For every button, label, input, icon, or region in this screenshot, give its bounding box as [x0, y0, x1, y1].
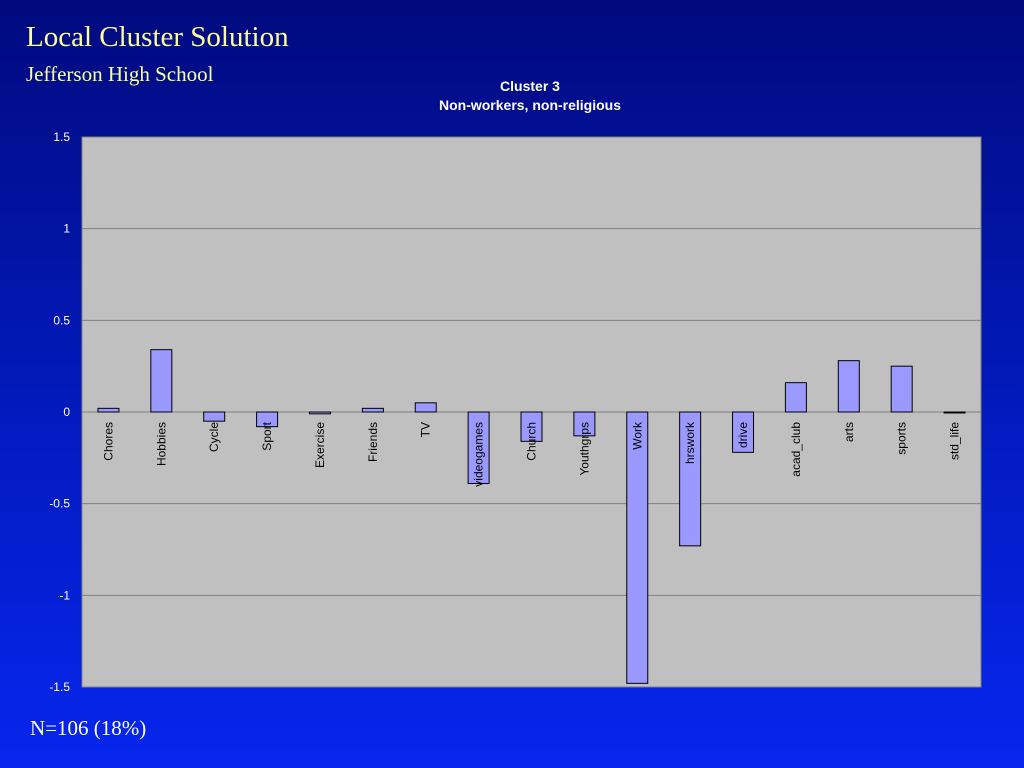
- bar: [308, 411, 331, 415]
- x-category-label: arts: [842, 422, 856, 442]
- bar: [943, 411, 966, 414]
- bar: [784, 382, 807, 413]
- bar: [626, 411, 649, 684]
- x-category-label: std_life: [948, 422, 962, 460]
- x-category-label: hrswork: [683, 421, 697, 464]
- bar: [732, 411, 755, 453]
- x-category-label: Hobbies: [154, 422, 168, 466]
- bar: [573, 411, 596, 437]
- x-category-label: Cycle: [207, 422, 221, 452]
- x-category-label: drive: [736, 422, 750, 448]
- bar: [203, 411, 226, 422]
- sample-size-note: N=106 (18%): [30, 716, 147, 740]
- bar: [414, 402, 437, 413]
- y-tick-label: 1: [63, 222, 70, 236]
- x-category-label: videogames: [472, 422, 486, 487]
- y-tick-label: -0.5: [49, 497, 70, 511]
- y-tick-label: 0: [63, 405, 70, 419]
- x-category-label: Friends: [366, 422, 380, 462]
- bar: [467, 411, 490, 484]
- x-category-label: Church: [525, 422, 539, 461]
- slide-subtitle: Jefferson High School: [26, 62, 214, 86]
- chart-title: Cluster 3: [500, 78, 560, 94]
- bar: [361, 407, 384, 413]
- y-tick-label: -1: [59, 588, 70, 602]
- y-tick-label: 1.5: [53, 130, 70, 144]
- bar: [256, 411, 279, 428]
- y-tick-label: -1.5: [49, 680, 70, 694]
- x-category-label: Chores: [101, 422, 115, 461]
- slide-title: Local Cluster Solution: [26, 21, 289, 53]
- chart-subtitle: Non-workers, non-religious: [438, 97, 621, 113]
- x-category-label: Work: [630, 421, 644, 450]
- x-category-label: Exercise: [313, 422, 327, 468]
- y-tick-label: 0.5: [53, 313, 70, 327]
- x-category-label: sports: [895, 422, 909, 455]
- bar: [520, 411, 543, 442]
- bar: [890, 365, 913, 413]
- bar: [679, 411, 702, 547]
- x-category-label: Youthgrps: [577, 422, 591, 476]
- bar: [97, 407, 120, 413]
- bar: [150, 349, 173, 413]
- x-category-label: acad_club: [789, 422, 803, 477]
- x-category-label: Sport: [260, 421, 274, 450]
- bar: [837, 360, 860, 413]
- x-category-label: TV: [419, 422, 433, 437]
